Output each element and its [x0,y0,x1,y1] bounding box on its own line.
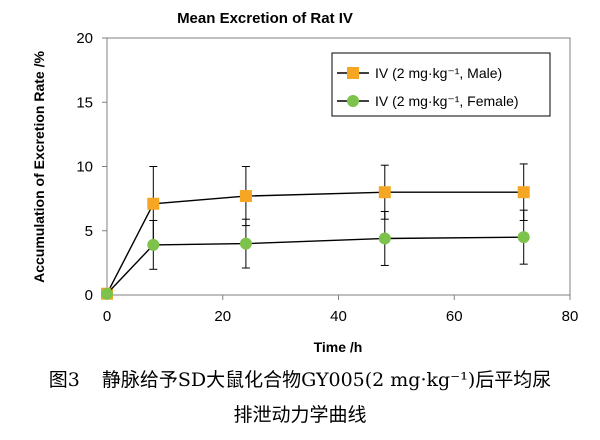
y-tick-label: 0 [85,287,93,304]
series-circle [101,209,530,300]
y-tick-label: 15 [76,94,93,111]
x-axis-label: Time /h [314,339,363,355]
legend: IV (2 mg·kg⁻¹, Male) IV (2 mg·kg⁻¹, Femal… [331,52,551,117]
chart: Mean Excretion of Rat IV 0 20 40 60 80 0 5 10 1… [31,10,579,355]
series-line [106,191,524,295]
legend-marker [347,95,359,107]
legend-label: IV (2 mg·kg⁻¹, Female) [375,93,519,109]
data-point [147,238,160,251]
y-axis-label: Accumulation of Excretion Rate /% [31,51,47,283]
data-point [239,190,252,203]
legend-box [331,52,551,117]
data-point [101,287,113,300]
y-tick-label: 20 [76,30,93,47]
series-square [101,163,530,300]
figure-caption-line2: 排泄动力学曲线 [233,404,367,426]
x-tick-label: 40 [330,308,347,325]
y-axis: 0 5 10 15 20 [76,30,107,304]
series-layer [101,163,530,300]
x-axis: 0 20 40 60 80 [103,295,579,325]
data-point [147,197,160,210]
chart-title: Mean Excretion of Rat IV [177,10,353,27]
data-point [517,186,530,199]
y-tick-label: 10 [76,159,93,176]
legend-marker [347,67,359,79]
x-tick-label: 0 [103,308,111,325]
series-line [106,236,524,295]
figure-number: 图3 [48,369,80,391]
data-point [378,186,391,199]
data-point [517,231,530,244]
data-point [239,237,252,250]
x-tick-label: 60 [446,308,463,325]
legend-label: IV (2 mg·kg⁻¹, Male) [375,65,502,81]
figure-caption-line1: 图3 静脉给予SD大鼠化合物GY005(2 mg·kg⁻¹)后平均尿 [0,365,600,392]
y-tick-label: 5 [85,223,93,240]
x-tick-label: 80 [562,308,579,325]
caption-text-line1: 静脉给予SD大鼠化合物GY005(2 mg·kg⁻¹)后平均尿 [101,369,552,391]
x-tick-label: 20 [214,308,231,325]
data-point [378,232,391,245]
